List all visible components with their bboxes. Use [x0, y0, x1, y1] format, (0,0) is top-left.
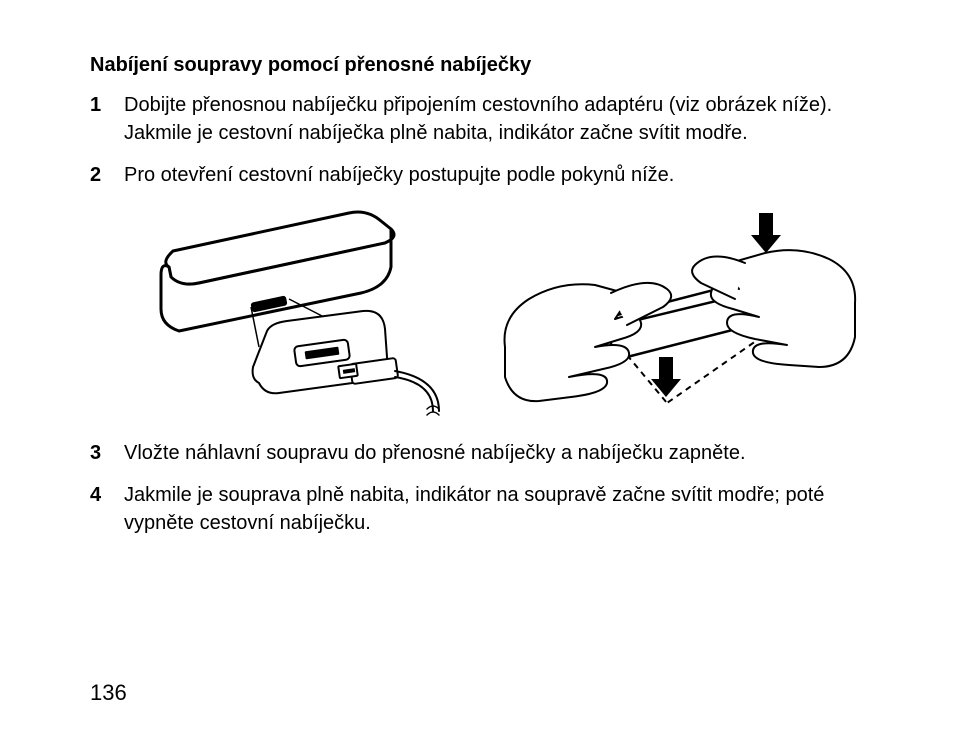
- page: Nabíjení soupravy pomocí přenosné nabíje…: [0, 0, 954, 742]
- step-number: 1: [90, 91, 124, 147]
- step-text: Vložte náhlavní soupravu do přenosné nab…: [124, 439, 874, 467]
- figure-charger-cable: [139, 207, 469, 417]
- arrow-down-icon: [751, 213, 781, 253]
- step-text: Jakmile je souprava plně nabita, indikát…: [124, 481, 874, 537]
- figure-hands-open: [499, 207, 859, 417]
- step-item: 3 Vložte náhlavní soupravu do přenosné n…: [90, 439, 874, 467]
- page-number: 136: [90, 680, 127, 706]
- figure-row: [90, 207, 874, 417]
- step-item: 1 Dobijte přenosnou nabíječku připojením…: [90, 91, 874, 147]
- step-list: 1 Dobijte přenosnou nabíječku připojením…: [90, 91, 874, 189]
- step-number: 2: [90, 161, 124, 189]
- step-list: 3 Vložte náhlavní soupravu do přenosné n…: [90, 439, 874, 537]
- step-number: 4: [90, 481, 124, 537]
- arrow-down-icon: [651, 357, 681, 397]
- section-heading: Nabíjení soupravy pomocí přenosné nabíje…: [90, 54, 874, 77]
- step-item: 2 Pro otevření cestovní nabíječky postup…: [90, 161, 874, 189]
- step-number: 3: [90, 439, 124, 467]
- step-text: Pro otevření cestovní nabíječky postupuj…: [124, 161, 874, 189]
- step-text: Dobijte přenosnou nabíječku připojením c…: [124, 91, 874, 147]
- step-item: 4 Jakmile je souprava plně nabita, indik…: [90, 481, 874, 537]
